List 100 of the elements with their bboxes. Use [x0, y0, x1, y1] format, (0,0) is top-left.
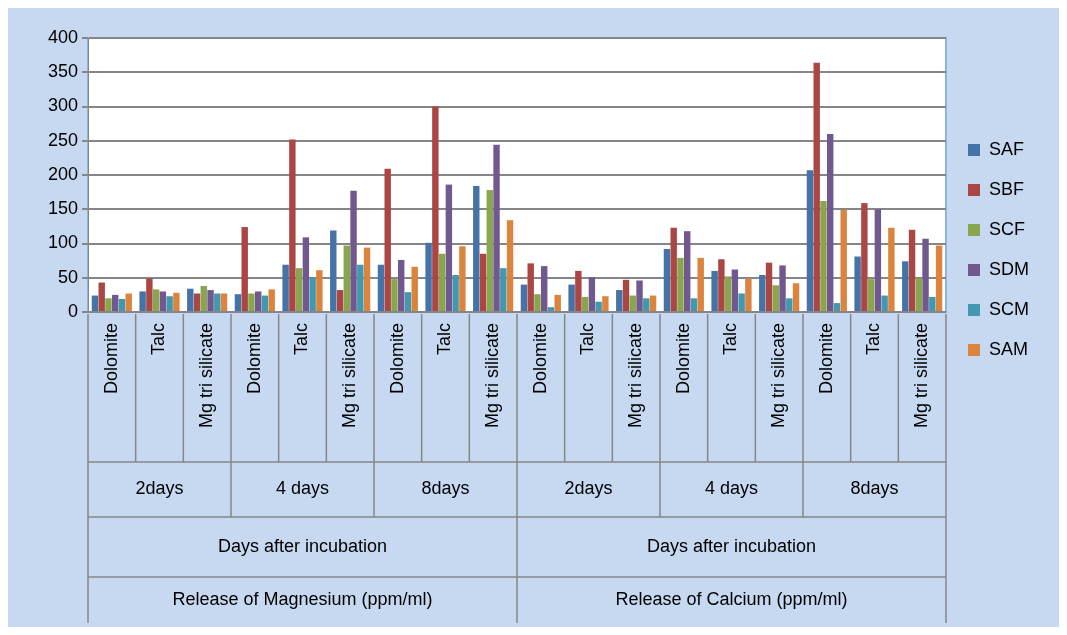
bar — [820, 201, 827, 311]
bar — [438, 253, 446, 311]
bar — [255, 291, 262, 311]
bar — [98, 282, 105, 311]
bar — [391, 279, 398, 311]
text: 8days — [421, 478, 470, 499]
bar — [813, 62, 820, 311]
bar — [486, 190, 493, 311]
y-tick-label: 300 — [47, 95, 78, 116]
bar — [520, 284, 528, 311]
text: Days after incubation — [217, 535, 388, 556]
legend-label: SAF — [989, 138, 1025, 159]
x-tick-label: Mg tri silicate — [625, 323, 646, 429]
y-tick-label: 150 — [47, 198, 78, 219]
bar — [425, 242, 432, 311]
bar — [187, 288, 194, 311]
bar — [636, 280, 643, 311]
bar — [874, 209, 882, 311]
bar — [786, 298, 793, 311]
bar — [616, 290, 623, 311]
bar — [697, 257, 704, 311]
bar — [173, 292, 180, 311]
bar — [241, 227, 248, 311]
bar — [690, 298, 698, 311]
bar — [908, 229, 916, 311]
bar — [602, 296, 609, 311]
bar — [112, 294, 119, 311]
bar — [935, 245, 943, 311]
bar — [854, 256, 861, 311]
bar — [922, 238, 929, 311]
bar — [268, 289, 275, 311]
bar — [473, 185, 480, 311]
bar — [718, 259, 725, 311]
bar — [377, 264, 385, 311]
bar — [541, 266, 548, 311]
legend-label: SCF — [989, 218, 1026, 239]
bar — [432, 106, 439, 311]
x-tick-label: Talc — [720, 323, 741, 356]
bar — [595, 301, 602, 311]
bar — [261, 295, 269, 311]
bar — [363, 247, 371, 311]
bar — [568, 284, 575, 311]
bar — [146, 278, 153, 311]
x-tick-label: Talc — [148, 323, 169, 356]
bar — [643, 298, 650, 311]
bar — [888, 227, 895, 311]
bar — [684, 231, 691, 311]
bar — [902, 261, 909, 311]
x-tick-label: Talc — [291, 323, 312, 356]
bar — [234, 294, 242, 311]
bar — [207, 290, 214, 311]
bar — [302, 237, 310, 311]
y-tick-label: 200 — [47, 163, 78, 184]
y-tick-label: 50 — [57, 266, 78, 287]
text: 2days — [135, 478, 184, 499]
bar — [459, 246, 466, 311]
bar — [534, 294, 541, 311]
bar — [629, 295, 636, 311]
bar — [649, 295, 657, 311]
legend-label: SBF — [989, 178, 1025, 199]
bar — [152, 289, 160, 311]
y-tick-label: 0 — [67, 300, 78, 321]
bar — [731, 269, 739, 311]
x-tick-label: Dolomite — [672, 323, 693, 395]
y-tick-label: 100 — [47, 232, 78, 253]
bar — [139, 291, 146, 311]
legend-label: SDM — [989, 258, 1029, 279]
bar — [929, 296, 936, 311]
bar — [200, 285, 207, 311]
bar — [527, 263, 534, 311]
bar — [479, 253, 487, 311]
bar — [547, 307, 555, 311]
bar — [350, 190, 357, 311]
text: 4 days — [275, 478, 330, 499]
bar — [282, 264, 289, 311]
legend-label: SAM — [989, 338, 1029, 359]
x-tick-label: Talc — [577, 323, 598, 356]
text: Release of Magnesium (ppm/ml) — [172, 588, 433, 609]
bar — [289, 139, 296, 311]
bar — [357, 264, 364, 311]
bar — [398, 259, 405, 311]
bar — [861, 203, 868, 311]
y-tick-label: 350 — [47, 61, 78, 82]
bar — [724, 276, 732, 311]
text: Days after incubation — [646, 535, 817, 556]
bar — [220, 293, 228, 311]
text: Release of Calcium (ppm/ml) — [615, 588, 848, 609]
text: 8days — [850, 478, 899, 499]
bar — [105, 298, 112, 311]
bar — [915, 278, 922, 311]
x-tick-label: Mg tri silicate — [339, 323, 360, 429]
bar — [336, 290, 344, 311]
bar — [765, 262, 773, 311]
x-tick-label: Dolomite — [243, 323, 264, 395]
bar — [745, 278, 752, 311]
bar — [840, 209, 847, 311]
text: 4 days — [704, 478, 759, 499]
bar — [827, 133, 834, 311]
bar — [506, 220, 514, 311]
bar — [214, 293, 221, 311]
